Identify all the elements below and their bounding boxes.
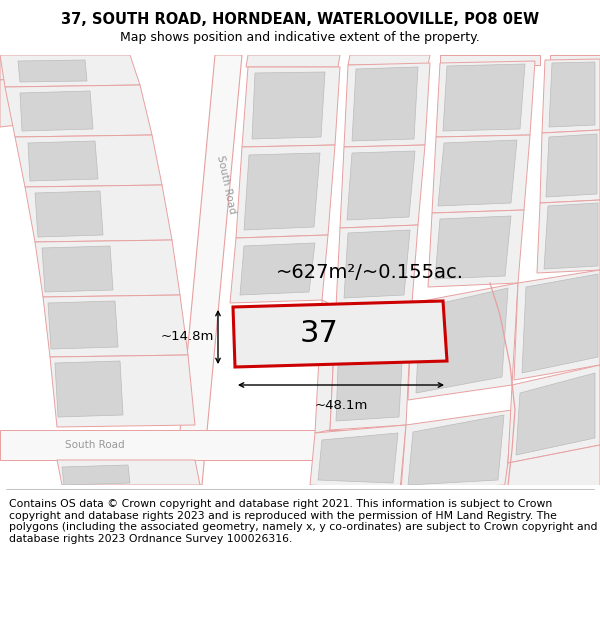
Polygon shape bbox=[336, 309, 405, 421]
Polygon shape bbox=[408, 283, 518, 400]
Polygon shape bbox=[242, 67, 340, 147]
Polygon shape bbox=[443, 64, 525, 131]
Polygon shape bbox=[522, 274, 598, 373]
Polygon shape bbox=[344, 63, 430, 147]
Polygon shape bbox=[330, 303, 412, 430]
Polygon shape bbox=[352, 67, 418, 141]
Text: ~14.8m: ~14.8m bbox=[161, 331, 214, 344]
Text: South Road: South Road bbox=[215, 155, 237, 215]
Polygon shape bbox=[246, 55, 340, 67]
Polygon shape bbox=[310, 425, 406, 490]
Polygon shape bbox=[43, 295, 188, 357]
Polygon shape bbox=[236, 145, 335, 238]
Polygon shape bbox=[57, 460, 200, 485]
Polygon shape bbox=[340, 145, 425, 228]
Polygon shape bbox=[347, 151, 415, 220]
Text: 37: 37 bbox=[300, 319, 339, 349]
Polygon shape bbox=[48, 301, 118, 349]
Polygon shape bbox=[416, 288, 508, 393]
Polygon shape bbox=[344, 230, 410, 298]
Polygon shape bbox=[401, 410, 512, 490]
Polygon shape bbox=[35, 240, 180, 297]
Polygon shape bbox=[0, 77, 36, 127]
Polygon shape bbox=[42, 246, 113, 292]
Polygon shape bbox=[438, 140, 517, 206]
Polygon shape bbox=[25, 185, 172, 242]
Polygon shape bbox=[0, 430, 600, 460]
Polygon shape bbox=[408, 415, 504, 485]
Polygon shape bbox=[252, 72, 325, 139]
Polygon shape bbox=[20, 91, 93, 131]
Polygon shape bbox=[50, 355, 195, 427]
Text: 37, SOUTH ROAD, HORNDEAN, WATERLOOVILLE, PO8 0EW: 37, SOUTH ROAD, HORNDEAN, WATERLOOVILLE,… bbox=[61, 12, 539, 27]
Polygon shape bbox=[436, 61, 535, 137]
Polygon shape bbox=[516, 373, 595, 455]
Text: Map shows position and indicative extent of the property.: Map shows position and indicative extent… bbox=[120, 31, 480, 44]
Text: South Road: South Road bbox=[65, 440, 125, 450]
Polygon shape bbox=[233, 301, 447, 367]
Polygon shape bbox=[549, 62, 595, 127]
Polygon shape bbox=[18, 60, 87, 82]
Polygon shape bbox=[542, 59, 600, 133]
Polygon shape bbox=[546, 134, 597, 197]
Polygon shape bbox=[240, 243, 315, 295]
Polygon shape bbox=[0, 55, 140, 87]
Polygon shape bbox=[544, 203, 598, 269]
Polygon shape bbox=[318, 433, 398, 483]
Polygon shape bbox=[348, 55, 430, 65]
Polygon shape bbox=[28, 141, 98, 181]
Polygon shape bbox=[432, 135, 530, 213]
Polygon shape bbox=[230, 235, 328, 303]
Polygon shape bbox=[244, 153, 320, 230]
Polygon shape bbox=[0, 55, 32, 80]
Polygon shape bbox=[175, 55, 242, 485]
Polygon shape bbox=[62, 465, 130, 485]
Polygon shape bbox=[336, 225, 418, 307]
Polygon shape bbox=[508, 365, 600, 463]
Polygon shape bbox=[504, 445, 600, 490]
Polygon shape bbox=[315, 300, 336, 433]
Polygon shape bbox=[514, 270, 600, 380]
Text: Contains OS data © Crown copyright and database right 2021. This information is : Contains OS data © Crown copyright and d… bbox=[9, 499, 598, 544]
Polygon shape bbox=[35, 191, 103, 237]
Polygon shape bbox=[440, 55, 540, 65]
Polygon shape bbox=[15, 135, 162, 187]
Polygon shape bbox=[435, 216, 511, 279]
Text: ~627m²/~0.155ac.: ~627m²/~0.155ac. bbox=[276, 264, 464, 282]
Polygon shape bbox=[537, 200, 600, 273]
Polygon shape bbox=[55, 361, 123, 417]
Polygon shape bbox=[5, 85, 152, 137]
Polygon shape bbox=[550, 55, 600, 65]
Polygon shape bbox=[540, 130, 600, 203]
Text: ~48.1m: ~48.1m bbox=[314, 399, 368, 412]
Polygon shape bbox=[428, 210, 524, 287]
